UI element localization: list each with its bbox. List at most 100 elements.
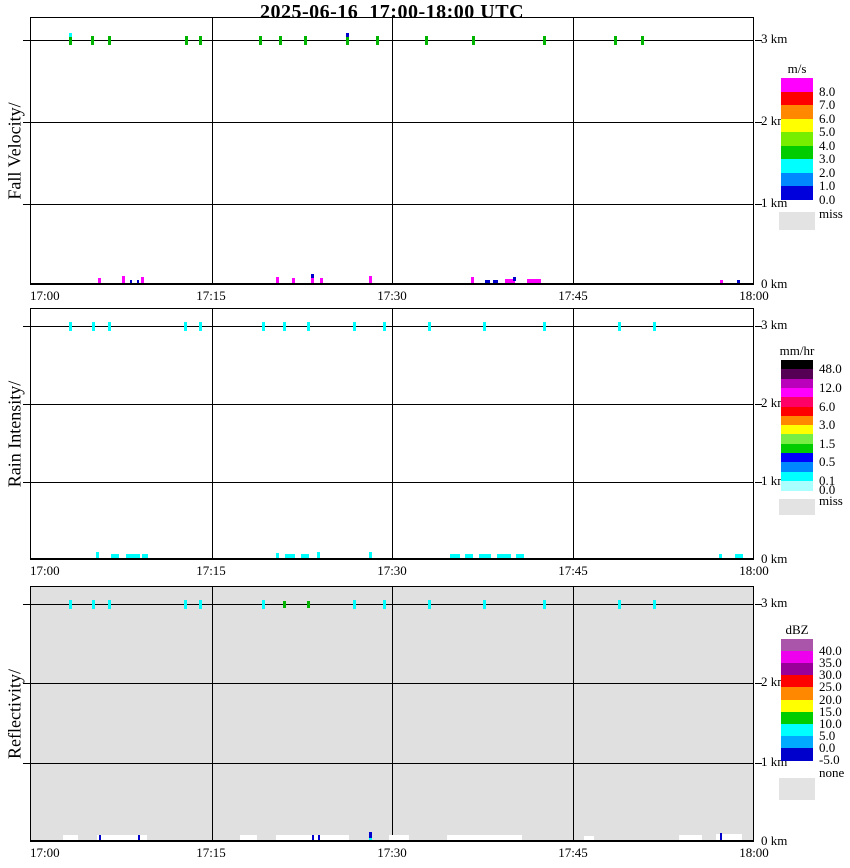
colorbar-tick-label: 0.0	[819, 191, 836, 207]
colorbar-tick-label: -5.0	[819, 752, 840, 767]
x-tick-label: 18:00	[739, 563, 769, 578]
colorbar-swatch	[781, 453, 813, 463]
data-mark	[317, 552, 321, 558]
data-mark	[317, 835, 320, 840]
x-tick-label: 17:30	[377, 288, 407, 303]
data-mark	[291, 278, 295, 283]
data-mark	[715, 834, 742, 840]
data-mark	[389, 835, 410, 840]
colorbar-swatch	[781, 132, 813, 147]
colorbar-missing-label: miss	[819, 205, 843, 221]
axis-tick	[755, 683, 762, 684]
colorbar-tick-label: 20.0	[819, 691, 842, 707]
colorbar-tick-label: 0.0	[819, 739, 836, 755]
data-mark	[652, 321, 656, 331]
colorbar-swatch	[781, 397, 813, 408]
colorbar-swatch	[781, 747, 813, 761]
data-mark	[307, 321, 311, 331]
colorbar-swatch	[781, 118, 813, 133]
data-mark	[345, 35, 349, 45]
colorbar-swatch	[781, 105, 813, 120]
data-mark	[472, 35, 476, 45]
data-mark	[425, 35, 429, 45]
data-mark	[129, 280, 132, 283]
reflectivity-plot	[23, 586, 762, 842]
fall-velocity-plot	[23, 17, 762, 285]
data-mark	[478, 554, 491, 558]
axis-tick	[755, 204, 762, 205]
colorbar-swatch	[781, 186, 813, 201]
data-mark	[492, 280, 498, 283]
data-mark	[617, 321, 621, 331]
y-tick-label: 3 km	[761, 31, 788, 46]
data-mark	[283, 321, 287, 331]
data-mark	[483, 599, 487, 609]
colorbar-swatch	[781, 378, 813, 389]
colorbar-swatch	[781, 78, 813, 93]
data-mark	[98, 278, 102, 283]
data-mark	[138, 835, 141, 840]
data-mark	[126, 554, 141, 558]
colorbar-swatch	[781, 480, 813, 491]
colorbar-tick-label: 35.0	[819, 655, 842, 671]
data-mark	[276, 553, 280, 558]
rain-intensity-panel: 3 km 2 km 1 km 0 km 17:00 17:15 17:30 17…	[23, 308, 787, 578]
data-mark	[259, 35, 263, 45]
colorbar-title: dBZ	[785, 622, 809, 637]
data-mark	[368, 276, 372, 283]
colorbar-missing-swatch	[779, 499, 815, 516]
axis-tick	[23, 122, 30, 123]
data-mark	[449, 554, 460, 558]
colorbar-swatch	[781, 639, 813, 652]
data-mark	[376, 35, 380, 45]
data-mark	[427, 599, 431, 609]
gridline-vertical	[211, 587, 213, 840]
data-mark	[319, 278, 323, 283]
colorbar-swatch	[781, 360, 813, 370]
colorbar-swatch	[781, 687, 813, 701]
axis-tick	[755, 404, 762, 405]
gridline-vertical	[392, 587, 393, 840]
x-tick-label: 17:15	[196, 563, 226, 578]
data-mark	[276, 277, 280, 283]
data-mark	[69, 33, 73, 37]
data-mark	[107, 599, 111, 609]
data-mark	[614, 35, 618, 45]
axis-tick	[755, 763, 762, 764]
colorbar-tick-label: 1.0	[819, 178, 836, 193]
data-mark	[95, 552, 99, 558]
gridline-vertical	[392, 309, 393, 558]
fall-velocity-panel: 3 km 2 km 1 km 0 km 17:00 17:15 17:30 17…	[23, 17, 787, 303]
data-mark	[98, 835, 101, 840]
colorbar-missing-swatch	[779, 211, 815, 230]
data-mark	[719, 554, 722, 558]
axis-tick	[23, 404, 30, 405]
x-tick-label: 17:15	[196, 288, 226, 303]
colorbar-tick-label: 10.0	[819, 715, 842, 731]
gridline-1km	[31, 763, 753, 764]
colorbar-swatch	[781, 91, 813, 106]
data-mark	[617, 599, 621, 609]
data-mark	[137, 280, 140, 283]
gridline-vertical	[572, 18, 574, 283]
x-tick-label: 17:15	[196, 845, 226, 860]
data-mark	[199, 35, 203, 45]
x-tick-label: 17:45	[558, 845, 588, 860]
data-mark	[345, 33, 349, 37]
colorbar-swatch	[781, 172, 813, 187]
data-mark	[311, 274, 315, 278]
data-mark	[353, 321, 357, 331]
gridline-1km	[31, 204, 753, 205]
data-mark	[311, 274, 315, 283]
data-mark	[90, 35, 94, 45]
colorbar-tick-label: 5.0	[819, 727, 836, 743]
data-mark	[465, 554, 473, 558]
gridline-vertical	[392, 18, 393, 283]
colorbar-tick-label: 25.0	[819, 679, 842, 695]
colorbar-swatch	[781, 471, 813, 482]
data-mark	[261, 321, 265, 331]
colorbar-swatch	[781, 462, 813, 473]
axis-tick	[23, 204, 30, 205]
gridline-3km	[31, 326, 753, 327]
data-mark	[678, 835, 702, 840]
